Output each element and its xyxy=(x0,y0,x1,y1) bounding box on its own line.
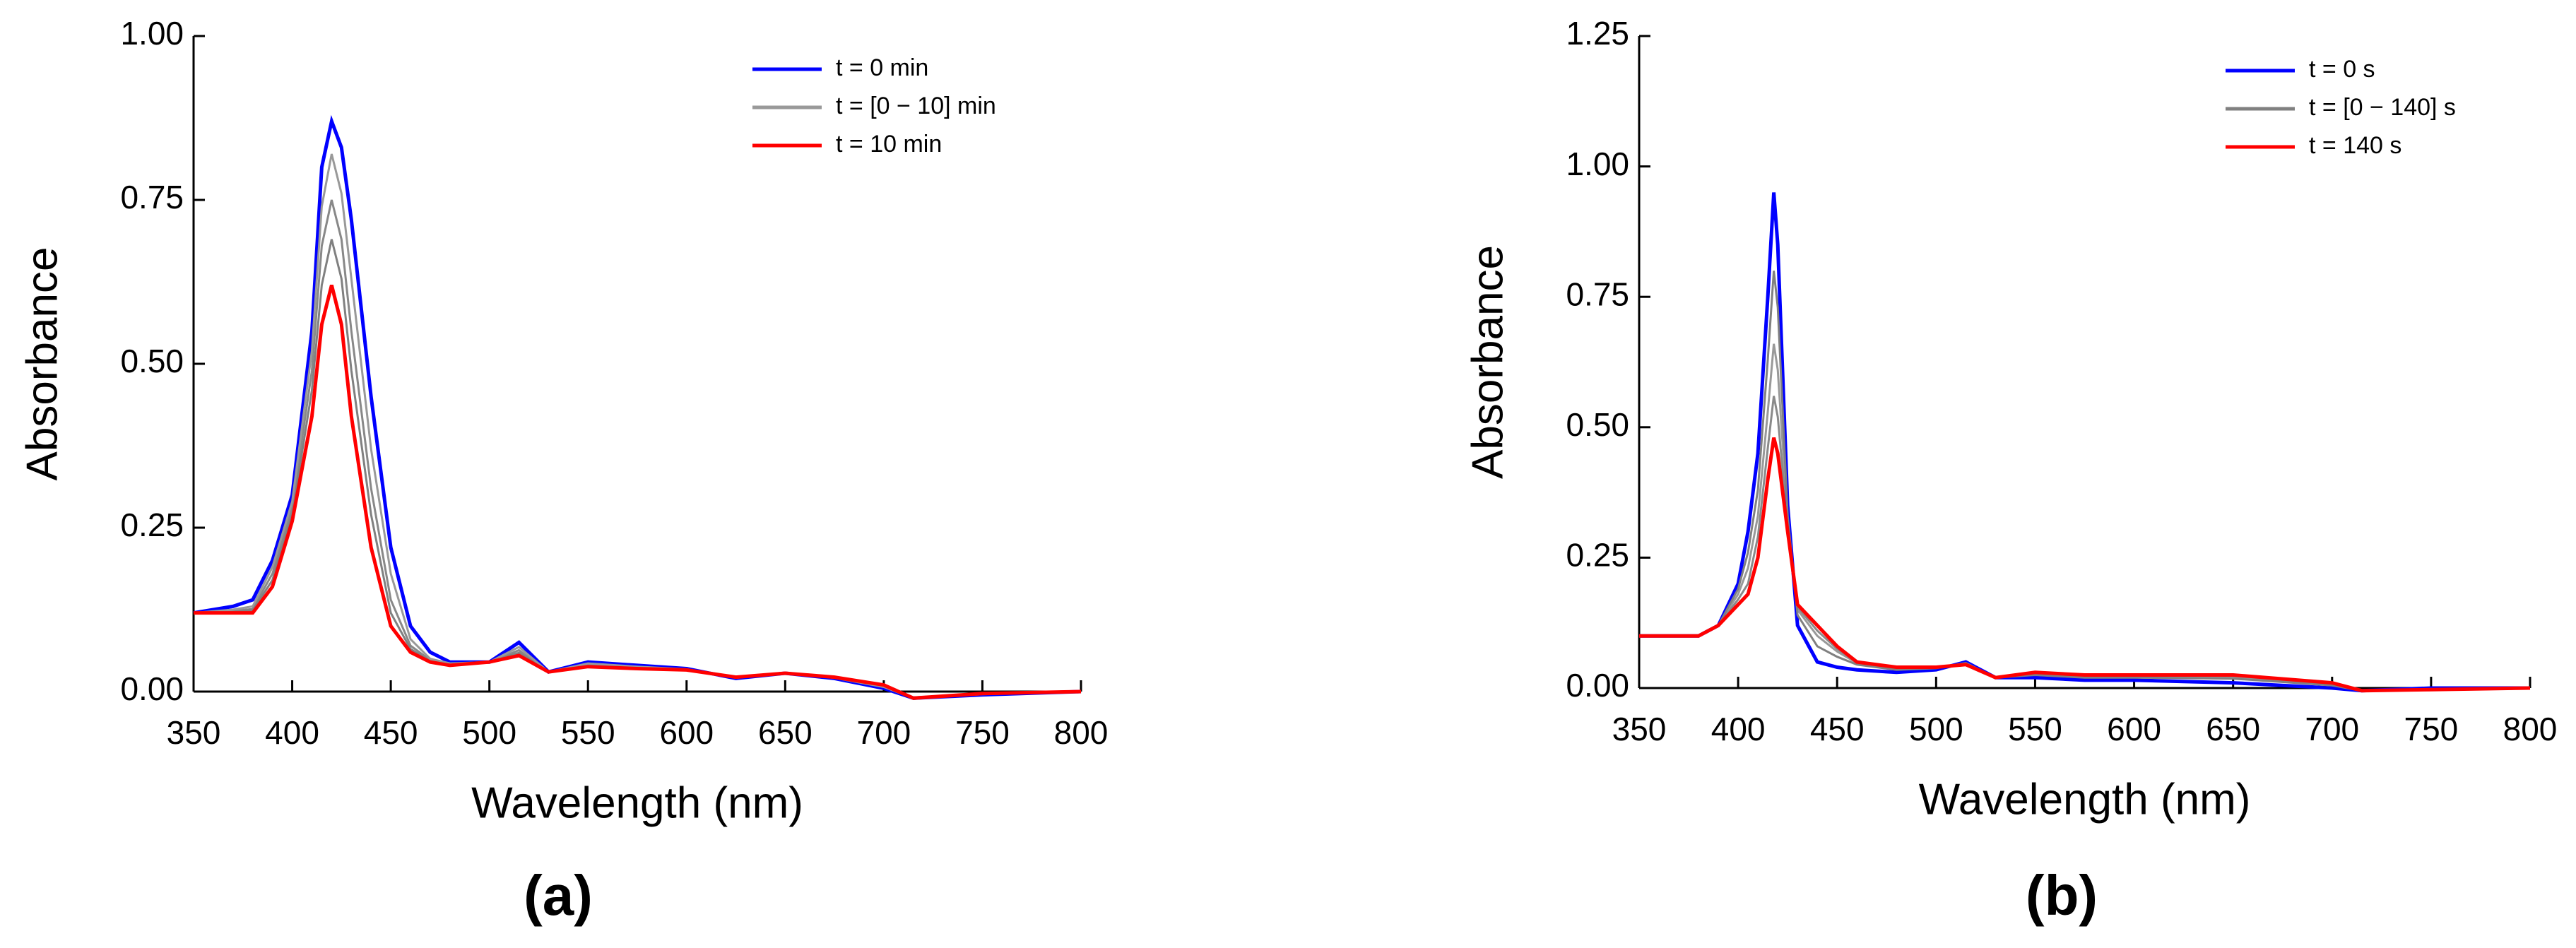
x-tick-label: 700 xyxy=(857,714,911,751)
y-tick-label: 0.00 xyxy=(1566,667,1629,704)
panel-label: (b) xyxy=(2026,864,2098,927)
x-tick-label: 350 xyxy=(1612,711,1667,747)
panel-label: (a) xyxy=(524,864,593,927)
x-tick-label: 750 xyxy=(2404,711,2459,747)
legend-label: t = [0 − 140] s xyxy=(2309,94,2456,121)
legend-label: t = 0 min xyxy=(836,54,928,81)
x-tick-label: 400 xyxy=(265,714,319,751)
x-tick-label: 350 xyxy=(167,714,221,751)
y-tick-label: 1.00 xyxy=(120,15,184,52)
y-tick-label: 0.25 xyxy=(1566,537,1629,574)
legend-label: t = 0 s xyxy=(2309,56,2375,83)
x-axis-title: Wavelength (nm) xyxy=(1919,775,2251,824)
y-tick-label: 0.50 xyxy=(1566,406,1629,443)
legend-label: t = 10 min xyxy=(836,131,942,158)
x-tick-label: 550 xyxy=(2008,711,2062,747)
x-tick-label: 700 xyxy=(2305,711,2359,747)
x-tick-label: 500 xyxy=(1909,711,1963,747)
y-tick-label: 1.25 xyxy=(1566,15,1629,52)
spectrum-line xyxy=(194,284,1082,700)
legend-label: t = [0 − 10] min xyxy=(836,93,996,119)
y-tick-label: 1.00 xyxy=(1566,146,1629,182)
x-tick-label: 750 xyxy=(955,714,1010,751)
x-tick-label: 450 xyxy=(1810,711,1865,747)
x-tick-label: 600 xyxy=(659,714,714,751)
x-tick-label: 400 xyxy=(1711,711,1766,747)
x-tick-label: 650 xyxy=(2206,711,2260,747)
y-tick-label: 0.75 xyxy=(1566,275,1629,312)
spectrum-line xyxy=(193,153,1082,699)
spectrum-line xyxy=(193,199,1082,699)
y-tick-label: 0.00 xyxy=(120,670,184,707)
x-tick-label: 800 xyxy=(2503,711,2558,747)
x-tick-label: 450 xyxy=(364,714,418,751)
legend-label: t = 140 s xyxy=(2309,132,2401,159)
spectrum-line xyxy=(1639,192,2530,693)
x-tick-label: 650 xyxy=(758,714,813,751)
x-tick-label: 550 xyxy=(561,714,615,751)
spectrum-line xyxy=(1639,271,2531,692)
spectrum-line xyxy=(1639,437,2531,693)
x-tick-label: 500 xyxy=(462,714,516,751)
y-tick-label: 0.50 xyxy=(120,343,184,379)
x-tick-label: 600 xyxy=(2107,711,2161,747)
spectrum-line xyxy=(193,114,1082,700)
y-axis-title: Absorbance xyxy=(1463,245,1512,479)
x-axis-title: Wavelength (nm) xyxy=(471,778,803,827)
y-tick-label: 0.25 xyxy=(120,506,184,543)
y-axis-title: Absorbance xyxy=(18,247,66,481)
y-tick-label: 0.75 xyxy=(120,179,184,215)
x-tick-label: 800 xyxy=(1054,714,1109,751)
